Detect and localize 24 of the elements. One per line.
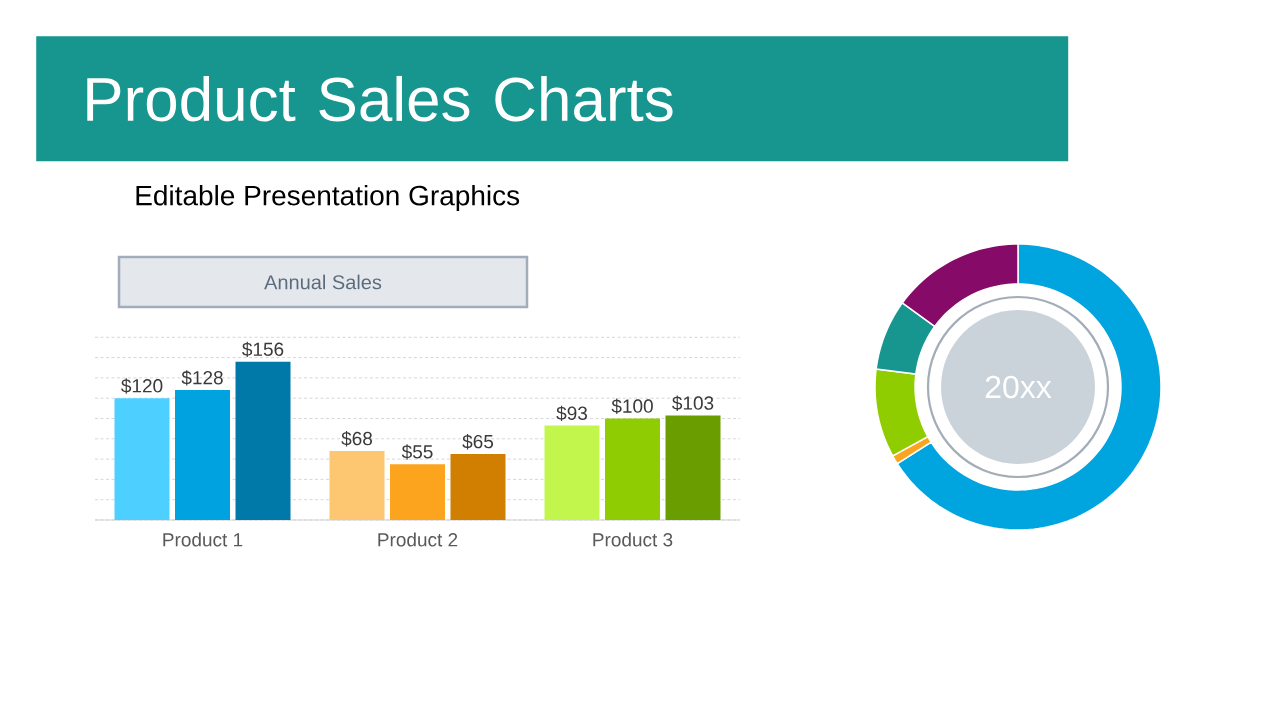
- bar: [390, 464, 446, 520]
- data-label: $68: [341, 431, 373, 447]
- bar: [175, 390, 231, 520]
- data-label: $120: [121, 378, 163, 394]
- data-label: $100: [611, 398, 653, 414]
- bar: [329, 450, 385, 520]
- x-tick-label: Product 1: [163, 532, 243, 547]
- bar: [114, 398, 170, 520]
- data-label: $55: [401, 444, 433, 460]
- bar: [665, 415, 721, 520]
- data-label: $156: [242, 341, 284, 358]
- chart-title: Annual Sales: [264, 274, 382, 290]
- text: Product Sales Charts: [87, 75, 673, 122]
- bar: [544, 425, 600, 520]
- x-tick-label: Product 2: [378, 532, 458, 547]
- data-label: $93: [556, 405, 588, 422]
- x-tick-label: Product 3: [593, 532, 673, 547]
- data-label: $103: [672, 395, 714, 411]
- data-label: $65: [462, 434, 494, 450]
- bar: [235, 361, 291, 520]
- text: Editable Presentation Graphics: [136, 184, 520, 212]
- data-label: $128: [181, 370, 223, 386]
- bar: [605, 418, 660, 520]
- bar: [450, 454, 506, 520]
